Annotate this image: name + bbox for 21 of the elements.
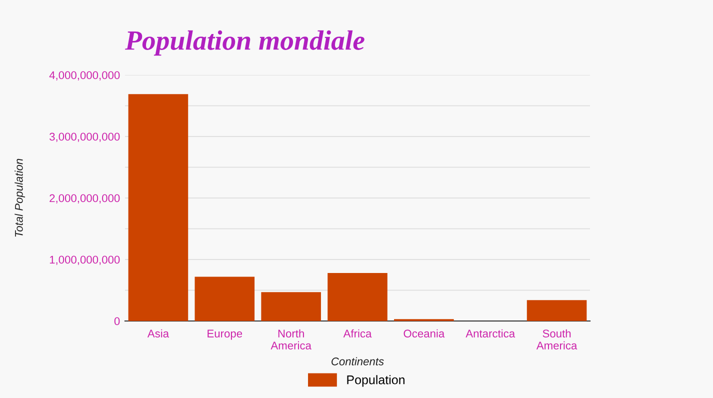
bar bbox=[526, 300, 587, 321]
x-tick-label: North America bbox=[270, 329, 312, 350]
bar bbox=[261, 292, 321, 321]
x-tick-label: Oceania bbox=[404, 329, 445, 338]
y-axis-title: Total Population bbox=[14, 158, 26, 237]
x-axis-title: Continents bbox=[332, 357, 384, 366]
y-tick-label: 4,000,000,000 bbox=[49, 71, 120, 80]
x-tick-label: South America bbox=[536, 329, 578, 350]
bar bbox=[128, 94, 188, 321]
y-tick-label: 2,000,000,000 bbox=[50, 194, 120, 204]
x-tick-label: Antarctica bbox=[466, 329, 516, 338]
legend-label: Population bbox=[347, 375, 404, 387]
y-tick-label: 3,000,000,000 bbox=[50, 132, 120, 142]
y-tick-label: 1,000,000,000 bbox=[50, 256, 120, 265]
bar bbox=[328, 273, 388, 321]
x-tick-label: Africa bbox=[343, 329, 372, 338]
y-tick-label: 0 bbox=[114, 317, 120, 326]
x-tick-label: Europe bbox=[208, 330, 242, 340]
bar bbox=[194, 276, 255, 321]
chart-title: Population mondiale bbox=[124, 30, 364, 56]
x-tick-label: Asia bbox=[147, 329, 170, 338]
